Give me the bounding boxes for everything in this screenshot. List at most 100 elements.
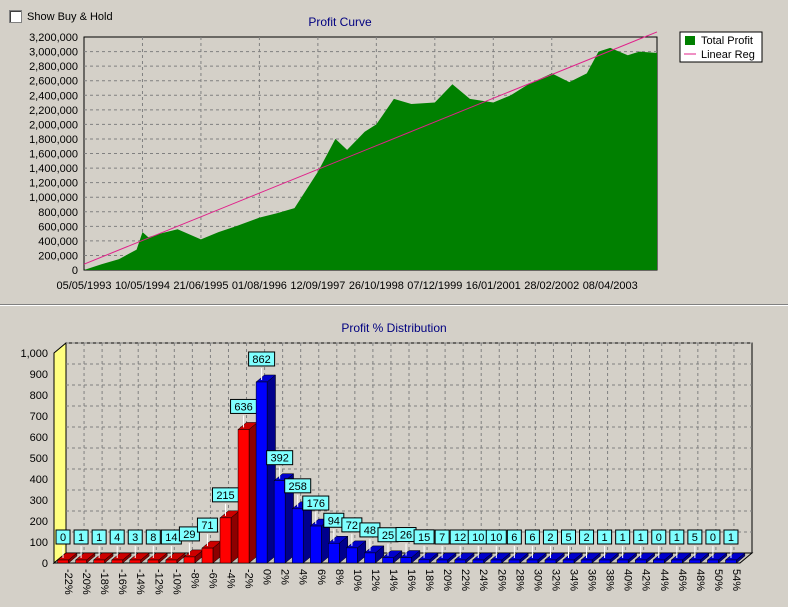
bar-side: [339, 535, 348, 564]
bar: [490, 559, 503, 564]
checkbox-box[interactable]: [9, 10, 22, 23]
x-tick-label: -14%: [134, 569, 146, 595]
data-label: 5: [692, 532, 698, 544]
data-label: 8: [150, 532, 156, 544]
y-tick-label: 1,200,000: [29, 178, 78, 190]
y-tick-label: 900: [30, 369, 48, 381]
bar: [111, 559, 123, 564]
data-label-box: [127, 529, 143, 545]
bar-side: [357, 540, 367, 564]
y-tick-label: 800: [30, 390, 48, 402]
data-label: 25: [382, 530, 394, 542]
bar-side: [429, 552, 439, 564]
x-tick-label: 2%: [279, 569, 291, 585]
bar-side: [411, 550, 421, 564]
x-tick-label: 36%: [586, 569, 598, 591]
data-label: 1: [638, 532, 644, 544]
bar: [454, 559, 466, 564]
data-label: 26: [400, 530, 412, 542]
bar-top: [273, 473, 295, 481]
bar-top: [291, 501, 313, 510]
bar: [75, 559, 87, 564]
data-label-box: [230, 398, 258, 414]
data-label: 1: [602, 532, 608, 544]
data-label-box: [449, 529, 471, 545]
x-tick-label: 16/01/2001: [466, 280, 521, 292]
bar-top: [309, 518, 331, 527]
bar-top: [435, 552, 457, 561]
x-tick-label: 12%: [369, 569, 381, 591]
profit-curve-title: Profit Curve: [308, 15, 372, 29]
y-tick-label: 1,000: [20, 348, 48, 360]
bar-top: [399, 550, 421, 558]
bar-top: [706, 552, 728, 561]
profit-curve-chart: Profit Curve 0 200,000 400,000 600,000 800,0…: [29, 15, 763, 292]
plot-floor: [52, 552, 754, 564]
data-label: 0: [656, 532, 662, 544]
bar-side: [68, 552, 78, 564]
bar: [201, 547, 214, 564]
bar: [165, 559, 178, 564]
bar-top: [147, 552, 168, 561]
x-tick-label: 28/02/2002: [524, 280, 579, 292]
data-label: 215: [216, 490, 234, 502]
x-tick-label: 40%: [622, 569, 634, 591]
data-label: 12: [454, 532, 466, 544]
bar-side: [736, 552, 746, 564]
bar-side: [375, 545, 385, 564]
x-tick-label: 01/08/1996: [232, 280, 287, 292]
bar-top: [74, 552, 96, 561]
bar: [219, 517, 232, 564]
x-tick-label: -8%: [188, 569, 200, 589]
x-tick-label: 12/09/1997: [290, 280, 345, 292]
x-tick-label: -12%: [152, 569, 164, 595]
bar-top: [165, 552, 186, 561]
x-tick-label: 20%: [441, 569, 453, 591]
bar-side: [501, 552, 511, 564]
bar-top: [110, 552, 132, 561]
data-label: 392: [270, 453, 288, 465]
bar: [400, 557, 412, 564]
bar: [634, 559, 647, 564]
bar-side: [86, 552, 96, 564]
x-tick-label: 6%: [315, 569, 327, 585]
bar-side: [573, 552, 583, 564]
x-tick-label: 44%: [658, 569, 670, 591]
y-tick-label: 0: [72, 265, 78, 277]
legend-box: [679, 31, 763, 63]
data-label-box: [651, 529, 667, 545]
data-label: 636: [234, 401, 252, 413]
bar: [183, 556, 196, 564]
bar-top: [670, 552, 692, 561]
data-label: 1: [96, 532, 102, 544]
data-label-box: [341, 517, 363, 533]
bar-side: [230, 510, 240, 564]
bar-top: [201, 540, 223, 549]
bar-top: [363, 545, 385, 554]
data-label: 0: [60, 532, 66, 544]
y-tick-label: 500: [30, 453, 48, 465]
legend-linear-reg-label: Linear Reg: [701, 49, 755, 61]
bar: [436, 559, 448, 564]
data-label: 0: [710, 532, 716, 544]
data-label-box: [485, 529, 507, 545]
y-tick-label: 3,000,000: [29, 47, 78, 59]
data-label: 176: [307, 498, 325, 510]
data-label-box: [160, 529, 182, 545]
bar-side: [682, 552, 691, 564]
show-buy-hold-checkbox[interactable]: Show Buy & Hold: [9, 10, 113, 23]
bar-side: [158, 552, 168, 564]
bar-top: [255, 374, 277, 383]
bar-side: [519, 552, 529, 564]
bar-top: [562, 552, 584, 561]
bar: [418, 559, 430, 564]
data-label: 1: [728, 532, 734, 544]
total-profit-area: [84, 47, 657, 271]
data-label-box: [723, 529, 739, 545]
bar-side: [700, 552, 710, 564]
bar-side: [447, 552, 457, 564]
data-label: 4: [114, 532, 120, 544]
legend-total-profit-swatch: [685, 36, 695, 45]
data-label-box: [284, 478, 312, 494]
y-tick-label: 400,000: [38, 236, 78, 248]
